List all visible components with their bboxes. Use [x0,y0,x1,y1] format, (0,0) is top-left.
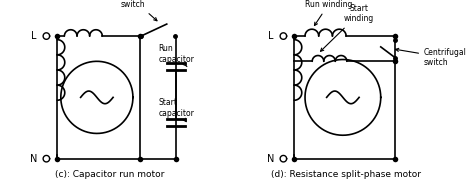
Text: Start
winding: Start winding [320,4,374,51]
Text: Run
capacitor: Run capacitor [158,44,194,67]
Text: (c): Capacitor run motor: (c): Capacitor run motor [55,170,164,179]
Text: N: N [30,154,37,164]
Text: Run winding: Run winding [305,0,352,25]
Text: Start
capacitor: Start capacitor [158,99,194,122]
Text: N: N [267,154,274,164]
Text: L: L [31,31,36,41]
Text: Centrifugal
switch: Centrifugal switch [111,0,157,21]
Text: L: L [268,31,273,41]
Text: Centrifugal
switch: Centrifugal switch [395,48,467,67]
Text: (d): Resistance split-phase motor: (d): Resistance split-phase motor [272,170,421,179]
